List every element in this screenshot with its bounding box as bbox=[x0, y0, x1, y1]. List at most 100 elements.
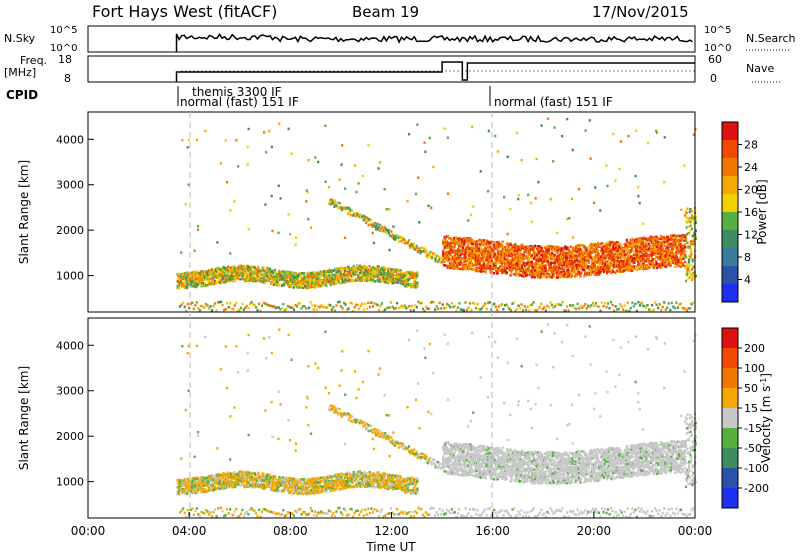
power-echo-cell bbox=[577, 261, 580, 264]
power-echo-cell bbox=[300, 283, 303, 286]
power-echo-cell bbox=[483, 241, 487, 245]
nsearch-label: N.Search bbox=[746, 32, 796, 45]
power-echo-cell bbox=[256, 308, 259, 312]
power-echo-cell bbox=[499, 251, 502, 254]
power-echo-cell bbox=[434, 257, 437, 261]
power-echo-cell bbox=[603, 252, 606, 255]
power-echo-cell bbox=[229, 266, 232, 270]
power-echo-cell bbox=[259, 309, 262, 313]
power-echo-cell bbox=[636, 265, 639, 268]
power-echo-cell bbox=[353, 306, 356, 309]
power-echo-cell bbox=[640, 245, 644, 248]
power-echo-cell bbox=[610, 259, 613, 262]
power-echo-cell bbox=[659, 258, 662, 261]
power-echo-cell bbox=[609, 255, 612, 258]
power-echo-cell bbox=[473, 249, 476, 252]
power-echo-cell bbox=[598, 273, 601, 276]
power-echo-cell bbox=[690, 250, 693, 254]
power-echo-cell bbox=[202, 281, 205, 285]
power-echo-cell bbox=[568, 261, 571, 264]
power-echo-cell bbox=[477, 249, 480, 253]
power-echo-cell bbox=[611, 263, 614, 266]
power-echo-cell bbox=[351, 275, 354, 279]
power-echo-cell bbox=[324, 280, 327, 283]
power-echo-cell bbox=[492, 247, 495, 250]
power-echo-cell bbox=[551, 275, 554, 279]
power-echo-cell bbox=[570, 263, 573, 266]
power-echo-cell bbox=[311, 271, 314, 274]
power-echo-cell bbox=[515, 248, 518, 252]
power-echo-cell bbox=[332, 202, 335, 205]
power-echo-cell bbox=[417, 300, 420, 304]
power-echo-cell bbox=[693, 231, 696, 234]
power-echo-cell bbox=[401, 236, 404, 240]
power-echo-cell bbox=[453, 245, 456, 249]
power-echo-cell bbox=[600, 247, 603, 251]
power-echo-cell bbox=[564, 253, 567, 257]
power-echo-cell bbox=[535, 266, 538, 269]
power-echo-cell bbox=[495, 240, 499, 244]
power-echo-cell bbox=[230, 269, 233, 273]
power-echo-cell bbox=[694, 237, 697, 241]
power-echo-cell bbox=[621, 249, 625, 253]
power-echo-cell bbox=[226, 273, 230, 276]
power-echo-cell bbox=[640, 254, 643, 258]
power-echo-cell bbox=[645, 241, 648, 244]
power-echo-cell bbox=[591, 246, 594, 249]
power-echo-cell bbox=[445, 252, 449, 255]
power-echo-cell bbox=[498, 259, 501, 262]
power-echo-cell bbox=[222, 265, 225, 269]
power-echo-cell bbox=[414, 246, 417, 249]
power-echo-cell bbox=[470, 260, 473, 264]
power-echo-cell bbox=[448, 262, 452, 265]
power-echo-cell bbox=[684, 279, 688, 283]
power-echo-cell bbox=[281, 270, 285, 273]
power-echo-cell bbox=[347, 278, 350, 282]
power-echo-cell bbox=[369, 278, 372, 281]
power-echo-cell bbox=[680, 251, 683, 255]
power-echo-cell bbox=[225, 275, 228, 279]
power-echo-cell bbox=[353, 212, 356, 215]
power-echo-cell bbox=[342, 207, 345, 210]
power-echo-cell bbox=[564, 251, 567, 255]
power-echo-cell bbox=[539, 245, 542, 249]
power-echo-cell bbox=[606, 270, 609, 273]
power-echo-cell bbox=[411, 270, 414, 274]
power-echo-cell bbox=[385, 307, 388, 310]
power-echo-cell bbox=[592, 266, 595, 269]
power-echo-cell bbox=[536, 258, 539, 262]
power-echo-cell bbox=[359, 213, 363, 216]
power-echo-cell bbox=[623, 250, 626, 253]
power-echo-cell bbox=[412, 246, 416, 250]
power-echo-cell bbox=[529, 244, 532, 248]
power-echo-cell bbox=[638, 260, 641, 263]
power-echo-cell bbox=[560, 261, 563, 265]
power-echo-cell bbox=[533, 250, 536, 254]
power-echo-cell bbox=[580, 256, 584, 260]
power-echo-cell bbox=[533, 262, 536, 265]
power-echo-cell bbox=[575, 274, 578, 278]
power-echo-cell bbox=[552, 273, 555, 277]
power-echo-cell bbox=[319, 274, 323, 278]
power-echo-cell bbox=[264, 302, 267, 305]
power-echo-cell bbox=[378, 270, 381, 274]
power-echo-cell bbox=[448, 254, 451, 257]
power-echo-cell bbox=[379, 276, 382, 280]
power-echo-cell bbox=[231, 276, 234, 280]
power-echo-cell bbox=[204, 270, 208, 274]
power-echo-cell bbox=[497, 253, 500, 257]
power-echo-cell bbox=[458, 256, 461, 259]
power-echo-cell bbox=[604, 263, 607, 267]
power-echo-cell bbox=[231, 279, 234, 283]
power-echo-cell bbox=[601, 258, 604, 262]
power-echo-cell bbox=[358, 215, 361, 219]
power-echo-cell bbox=[670, 242, 673, 246]
power-echo-cell bbox=[365, 270, 368, 274]
power-echo-cell bbox=[356, 213, 359, 216]
power-echo-cell bbox=[617, 256, 620, 260]
power-echo-cell bbox=[222, 275, 225, 279]
power-echo-cell bbox=[329, 203, 332, 206]
power-echo-cell bbox=[556, 251, 559, 255]
power-echo-cell bbox=[482, 251, 485, 255]
power-echo-cell bbox=[682, 235, 685, 239]
